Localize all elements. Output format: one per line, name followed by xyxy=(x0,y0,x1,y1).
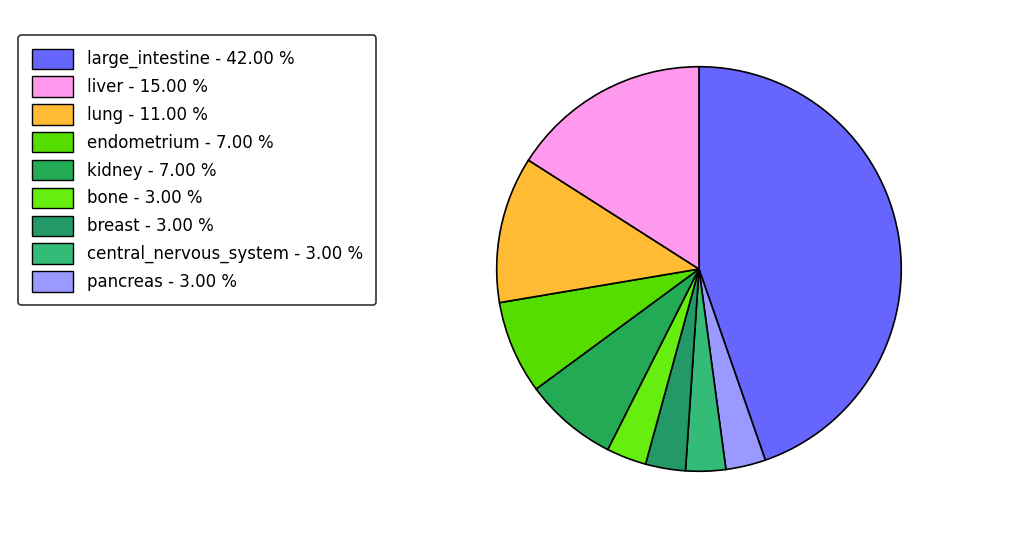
Wedge shape xyxy=(645,269,699,471)
Wedge shape xyxy=(499,269,699,389)
Legend: large_intestine - 42.00 %, liver - 15.00 %, lung - 11.00 %, endometrium - 7.00 %: large_intestine - 42.00 %, liver - 15.00… xyxy=(18,35,376,305)
Wedge shape xyxy=(699,67,902,460)
Wedge shape xyxy=(608,269,699,464)
Wedge shape xyxy=(496,160,699,303)
Wedge shape xyxy=(529,67,699,269)
Wedge shape xyxy=(686,269,726,471)
Wedge shape xyxy=(536,269,699,450)
Wedge shape xyxy=(699,269,766,470)
